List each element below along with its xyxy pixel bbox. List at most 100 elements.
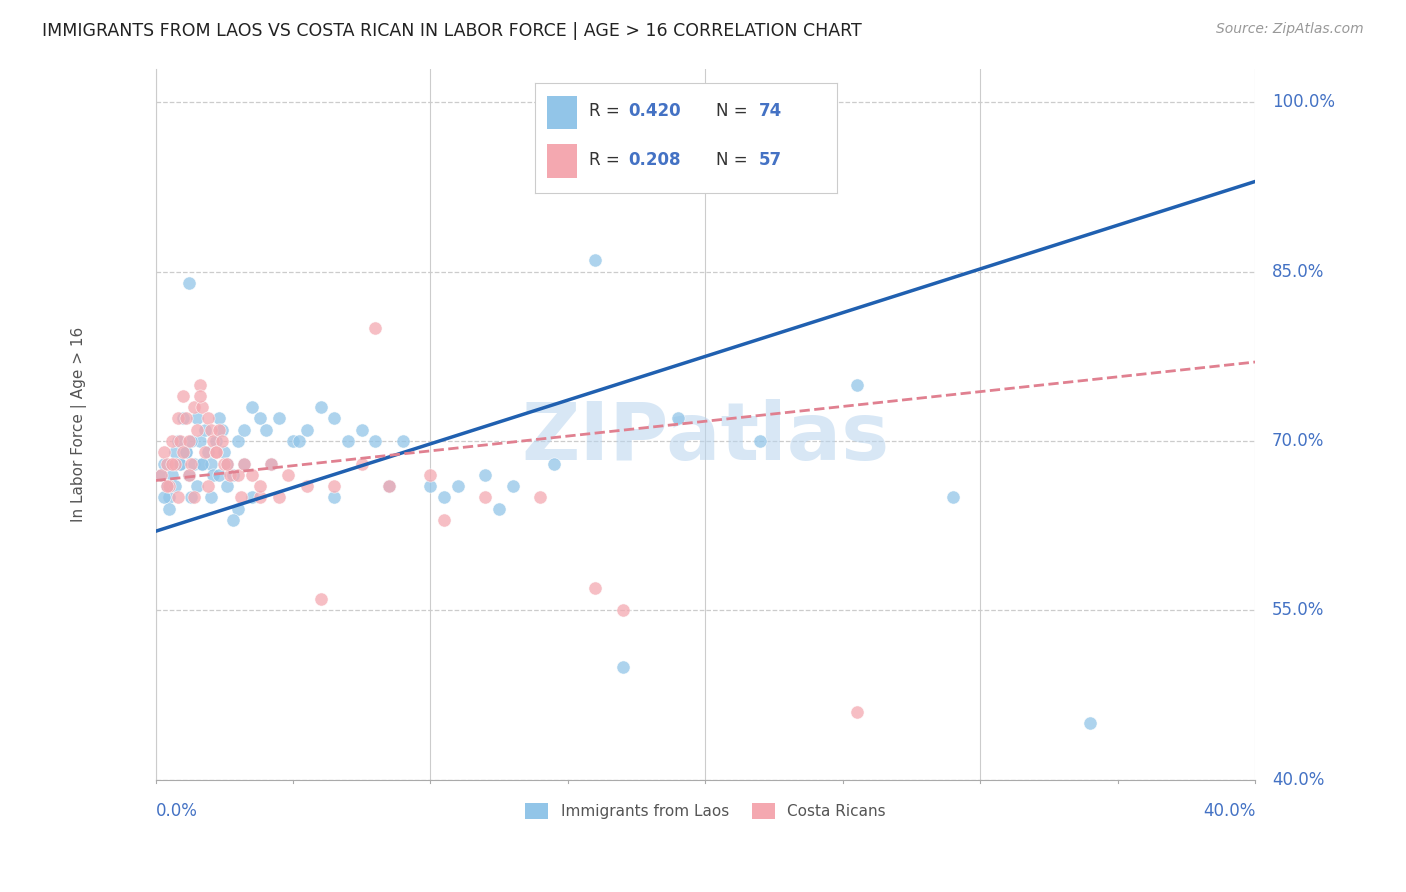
Point xyxy=(295,423,318,437)
Point xyxy=(183,491,205,505)
Point xyxy=(157,501,180,516)
Point xyxy=(205,445,228,459)
Point xyxy=(419,467,441,482)
Text: 0.0%: 0.0% xyxy=(156,802,197,820)
Point xyxy=(221,513,243,527)
Text: 85.0%: 85.0% xyxy=(1272,262,1324,281)
Point xyxy=(612,659,634,673)
Point xyxy=(152,445,174,459)
Point xyxy=(215,457,238,471)
Point xyxy=(378,479,401,493)
Point xyxy=(160,467,183,482)
Point xyxy=(585,253,607,268)
Point xyxy=(260,457,283,471)
Point xyxy=(215,479,238,493)
Point xyxy=(186,423,208,437)
Point xyxy=(447,479,470,493)
Point xyxy=(364,434,387,448)
Point xyxy=(488,501,510,516)
Text: 55.0%: 55.0% xyxy=(1272,601,1324,619)
Point xyxy=(150,467,173,482)
Point xyxy=(205,445,228,459)
Point xyxy=(529,491,551,505)
Point xyxy=(186,411,208,425)
Point xyxy=(214,457,236,471)
Point xyxy=(150,467,173,482)
Point xyxy=(232,457,254,471)
Point xyxy=(202,467,225,482)
Point xyxy=(157,491,180,505)
Point xyxy=(323,491,346,505)
Point xyxy=(474,467,496,482)
Text: ZIPatlas: ZIPatlas xyxy=(522,400,890,477)
Point xyxy=(240,491,263,505)
Point xyxy=(188,434,211,448)
Point xyxy=(163,479,186,493)
Text: Source: ZipAtlas.com: Source: ZipAtlas.com xyxy=(1216,22,1364,37)
Point xyxy=(188,389,211,403)
Point xyxy=(172,389,194,403)
Point xyxy=(364,321,387,335)
Point xyxy=(177,276,200,290)
Point xyxy=(612,603,634,617)
Point xyxy=(191,400,214,414)
Point xyxy=(172,411,194,425)
Point xyxy=(180,491,202,505)
Point xyxy=(166,434,188,448)
Point xyxy=(309,400,332,414)
Point xyxy=(845,705,868,719)
Point xyxy=(214,445,236,459)
Point xyxy=(249,411,271,425)
Point xyxy=(177,467,200,482)
Point xyxy=(160,434,183,448)
Point xyxy=(433,513,456,527)
Point xyxy=(208,411,231,425)
Point xyxy=(183,457,205,471)
Point xyxy=(392,434,415,448)
Point xyxy=(186,479,208,493)
Point xyxy=(197,479,219,493)
Point xyxy=(157,479,180,493)
Point xyxy=(276,467,298,482)
Point xyxy=(183,400,205,414)
Point xyxy=(502,479,524,493)
Legend: Immigrants from Laos, Costa Ricans: Immigrants from Laos, Costa Ricans xyxy=(519,797,891,825)
Point xyxy=(180,457,202,471)
Point xyxy=(474,491,496,505)
Point xyxy=(218,467,240,482)
Point xyxy=(174,445,197,459)
Point xyxy=(191,457,214,471)
Point xyxy=(419,479,441,493)
Point xyxy=(543,457,565,471)
Point xyxy=(221,467,243,482)
Point xyxy=(269,411,291,425)
Point xyxy=(229,491,252,505)
Point xyxy=(194,445,217,459)
Point xyxy=(200,457,222,471)
Point xyxy=(666,411,689,425)
Point xyxy=(152,491,174,505)
Point xyxy=(169,434,191,448)
Point xyxy=(174,445,197,459)
Point xyxy=(249,491,271,505)
Point xyxy=(163,445,186,459)
Point xyxy=(215,457,238,471)
Point xyxy=(177,434,200,448)
Point xyxy=(166,491,188,505)
Point xyxy=(749,434,772,448)
Point xyxy=(174,411,197,425)
Point xyxy=(163,457,186,471)
Point xyxy=(240,467,263,482)
Point xyxy=(378,479,401,493)
Point xyxy=(295,479,318,493)
Point xyxy=(232,457,254,471)
Text: 40.0%: 40.0% xyxy=(1272,771,1324,789)
Point xyxy=(197,445,219,459)
Point xyxy=(350,423,373,437)
Point xyxy=(337,434,360,448)
Point xyxy=(205,434,228,448)
Point xyxy=(269,491,291,505)
Point xyxy=(281,434,304,448)
Point xyxy=(166,411,188,425)
Point xyxy=(202,434,225,448)
